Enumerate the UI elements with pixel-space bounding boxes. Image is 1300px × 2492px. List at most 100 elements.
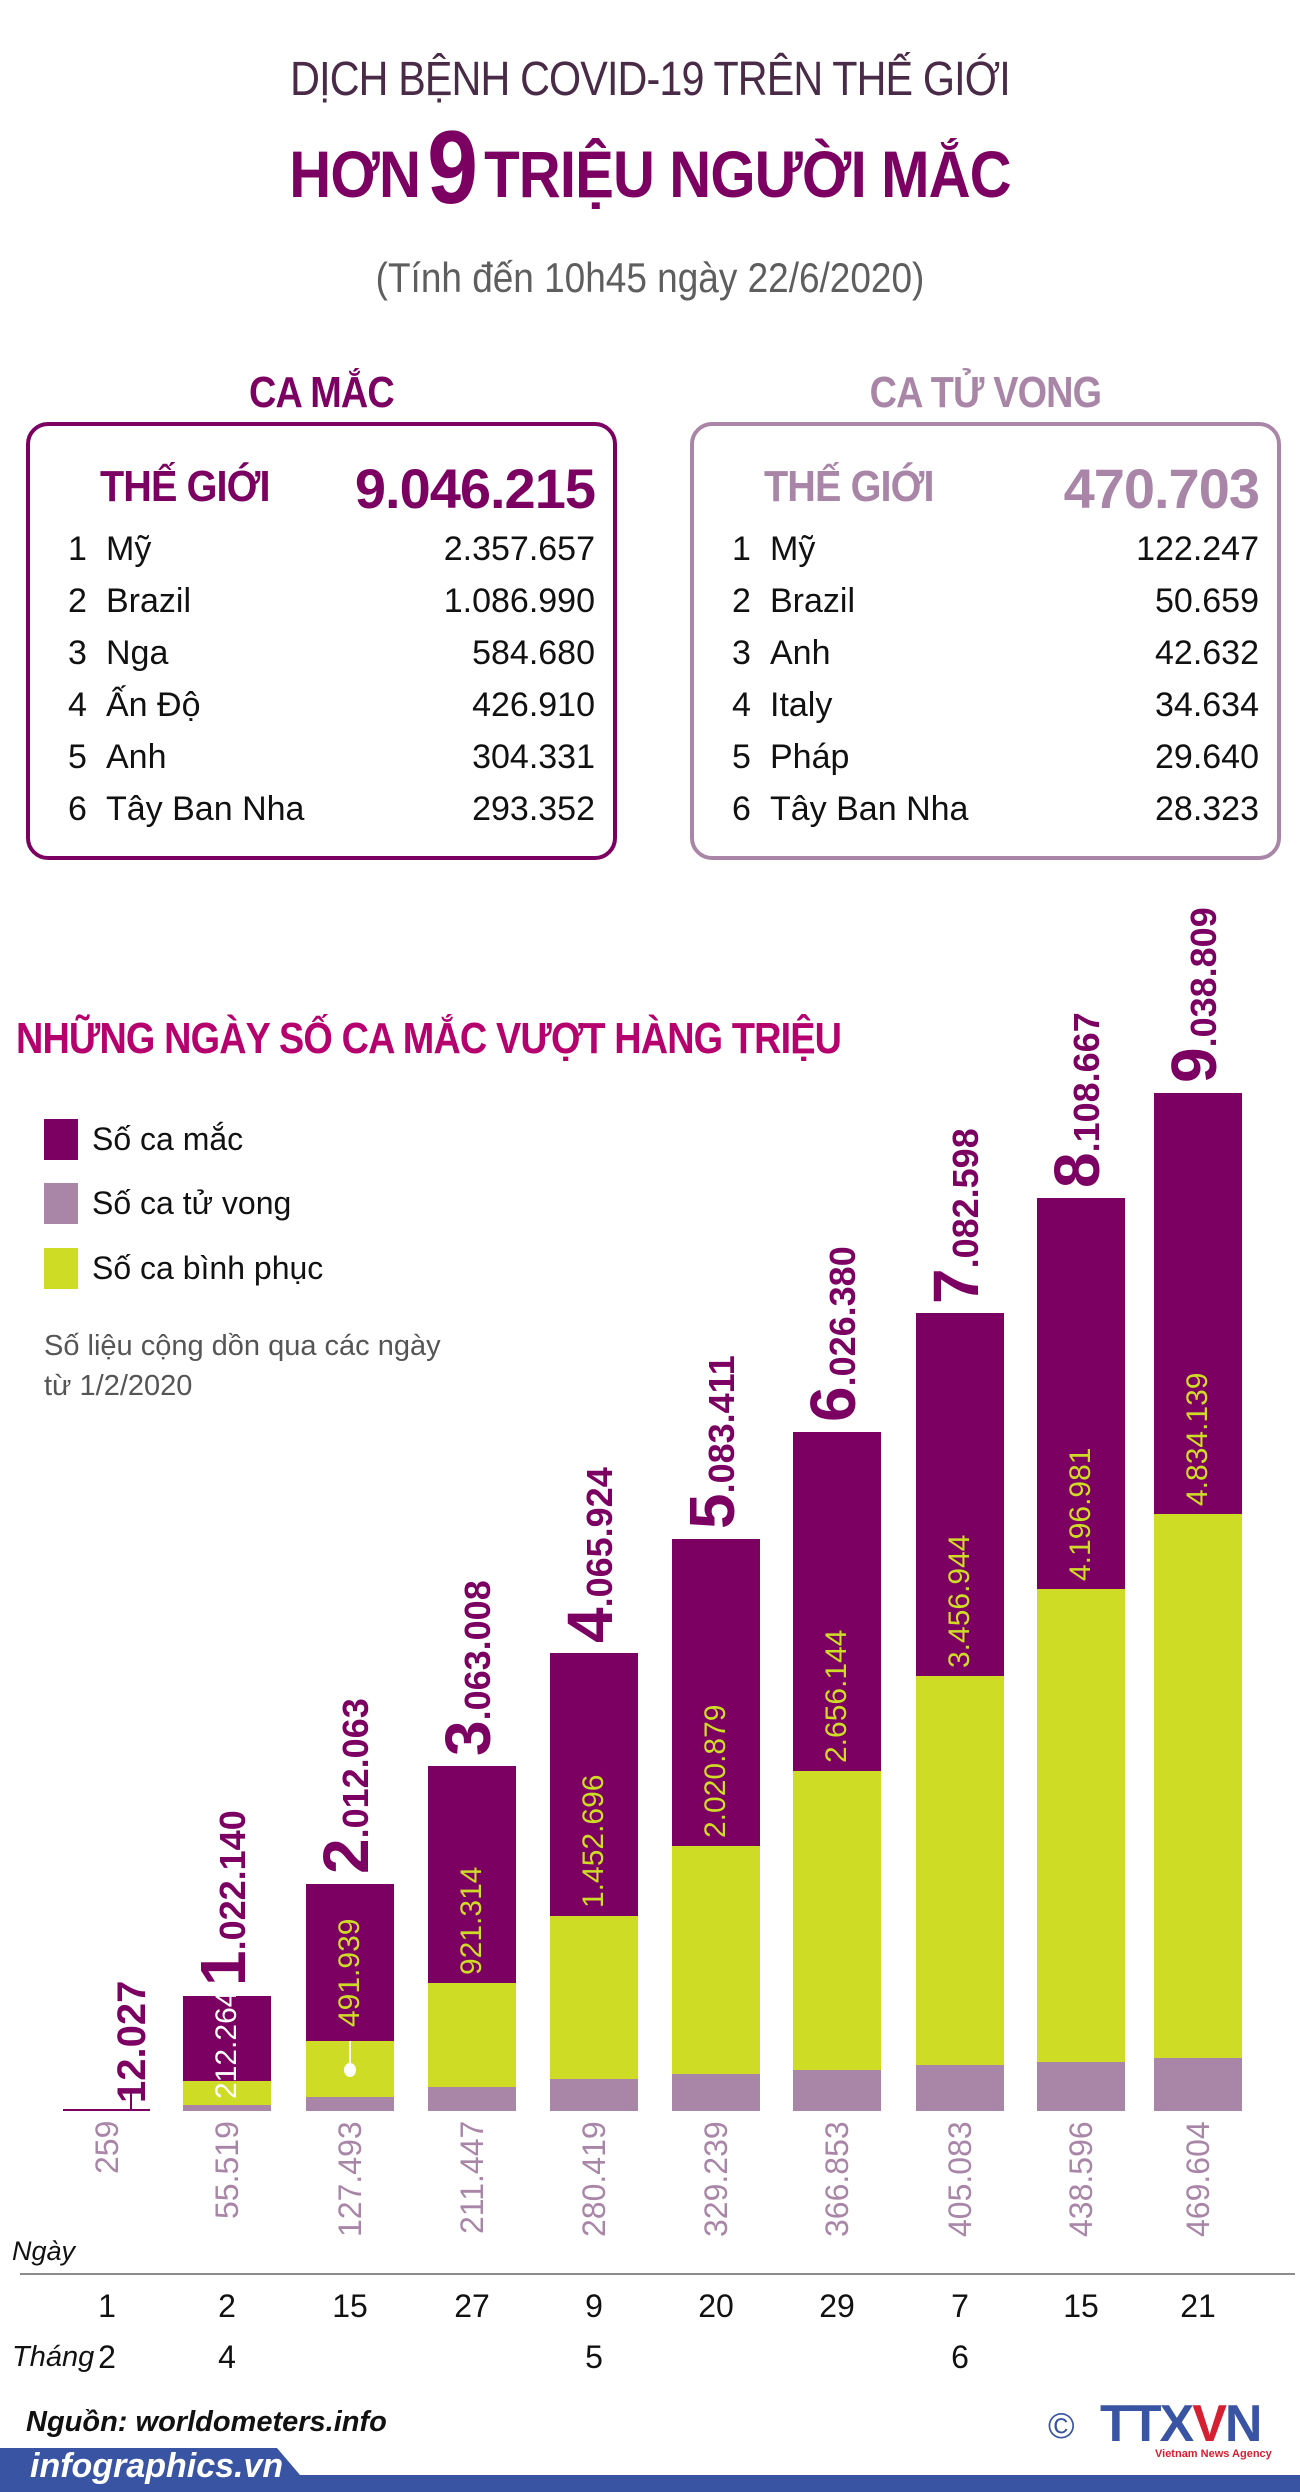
legend-swatch-cases [44,1119,78,1160]
total-cases-label: 12.027 [110,1980,154,2103]
country-rank: 3 [732,634,751,672]
world-cases-value: 9.046.215 [354,457,596,520]
first-day-baseline [63,2109,150,2111]
first-day-tick [130,2092,132,2110]
country-rank: 5 [68,738,87,776]
source-credit: Nguồn: worldometers.info [26,2406,387,2438]
country-name: Brazil [106,582,192,620]
title-prefix: HƠN [289,137,421,211]
main-title: HƠN9 TRIỆU NGƯỜI MẮC [78,116,1222,224]
country-rank: 2 [732,582,751,620]
deaths-world-row: THẾ GIỚI 470.703 [694,456,1277,520]
country-row: 3 Anh 42.632 [694,626,1277,678]
month-tick-label: 4 [218,2339,236,2375]
country-row: 1 Mỹ 2.357.657 [30,522,613,574]
bar-recovered [1037,1589,1125,2062]
title-number: 9 [427,110,478,226]
country-rank: 4 [68,686,87,724]
country-row: 5 Pháp 29.640 [694,730,1277,782]
recovered-label: 3.456.944 [943,1534,976,1669]
ttxvn-logo: TTXVN [1100,2395,1263,2453]
country-row: 4 Italy 34.634 [694,678,1277,730]
bar-recovered [793,1770,881,2070]
deaths-label: 405.083 [942,2121,978,2237]
deaths-heading: CA TỬ VONG [869,368,1102,417]
total-label-rest: .108.667 [1066,1012,1107,1153]
total-cases-label: 6.026.380 [797,1247,875,1423]
world-deaths-value: 470.703 [1063,457,1260,520]
country-row: 6 Tây Ban Nha 28.323 [694,782,1277,834]
country-value: 293.352 [472,790,595,828]
total-label-rest: .038.809 [1183,907,1224,1048]
bar-deaths [1037,2061,1125,2111]
country-rank: 6 [732,790,751,828]
deaths-label: 55.519 [209,2121,245,2219]
chart-note-line2: từ 1/2/2020 [44,1370,193,1402]
recovered-label: 2.656.144 [820,1629,853,1763]
country-row: 6 Tây Ban Nha 293.352 [30,782,613,834]
country-rank: 2 [68,582,87,620]
country-rank: 1 [68,530,87,568]
total-label-rest: .012.063 [335,1698,376,1839]
country-name: Mỹ [106,530,152,568]
total-label-lead-digit: 2 [310,1838,382,1875]
country-name: Italy [770,686,833,724]
supertitle: DỊCH BỆNH COVID-19 TRÊN THẾ GIỚI [290,53,1011,106]
footer-strip [0,2475,1300,2492]
country-name: Mỹ [770,530,816,568]
total-label-lead-digit: 5 [676,1493,748,1529]
chart-note-line1: Số liệu cộng dồn qua các ngày [44,1330,441,1362]
country-row: 2 Brazil 50.659 [694,574,1277,626]
day-tick-label: 7 [951,2288,969,2324]
world-label: THẾ GIỚI [100,462,270,511]
total-cases-label: 1.022.140 [187,1810,265,1986]
country-row: 5 Anh 304.331 [30,730,613,782]
country-name: Ấn Độ [106,686,201,724]
country-name: Tây Ban Nha [106,790,305,828]
day-tick-label: 29 [819,2288,855,2324]
legend-label: Số ca bình phục [92,1250,324,1286]
country-row: 4 Ấn Độ 426.910 [30,678,613,730]
agency-name: Vietnam News Agency [1155,2448,1272,2460]
bar-deaths [672,2073,760,2111]
country-name: Anh [106,738,167,776]
deaths-label: 329.239 [698,2121,734,2237]
day-tick-label: 15 [332,2288,368,2324]
site-link[interactable]: infographics.vn [30,2447,284,2485]
logo-v: V [1192,2395,1227,2453]
recovered-label: 921.314 [455,1866,488,1976]
cases-panel: THẾ GIỚI 9.046.215 1 Mỹ 2.357.657 2 Brazil 1.… [26,422,617,860]
cases-country-list: 1 Mỹ 2.357.657 2 Brazil 1.086.990 3 Nga 584.680 4… [30,522,613,834]
total-label-lead-digit: 9 [1158,1047,1230,1084]
country-value: 122.247 [1136,530,1259,568]
day-tick-label: 21 [1180,2288,1216,2324]
total-cases-label: 4.065.924 [554,1467,632,1643]
country-rank: 6 [68,790,87,828]
deaths-label: 127.493 [332,2121,368,2237]
cases-heading: CA MẮC [249,368,395,417]
bar-deaths [1154,2058,1242,2111]
country-value: 29.640 [1155,738,1259,776]
total-cases-label: 5.083.411 [676,1355,754,1529]
country-name: Brazil [770,582,856,620]
deaths-label: 438.596 [1063,2121,1099,2237]
country-rank: 5 [732,738,751,776]
total-cases-label: 2.012.063 [310,1698,388,1875]
total-label-rest: .082.598 [945,1127,986,1268]
total-label-lead-digit: 8 [1041,1152,1113,1188]
country-name: Pháp [770,738,850,776]
total-label-lead-digit: 1 [187,1950,259,1986]
pointer-stem [349,2041,351,2066]
pointer-dot [344,2063,356,2078]
chart-title: NHỮNG NGÀY SỐ CA MẮC VƯỢT HÀNG TRIỆU [16,1014,842,1063]
deaths-panel: THẾ GIỚI 470.703 1 Mỹ 122.247 2 Brazil 50.659… [690,422,1281,860]
bar-recovered [916,1676,1004,2066]
bar-recovered [1154,1513,1242,2059]
logo-n: N [1224,2395,1263,2453]
day-tick-label: 20 [698,2288,734,2324]
recovered-label: 4.834.139 [1181,1372,1214,1506]
country-value: 42.632 [1155,634,1259,672]
recovered-label: 4.196.981 [1064,1447,1097,1582]
deaths-label: 280.419 [576,2121,612,2237]
recovered-label: 212.264 [210,1990,243,2099]
